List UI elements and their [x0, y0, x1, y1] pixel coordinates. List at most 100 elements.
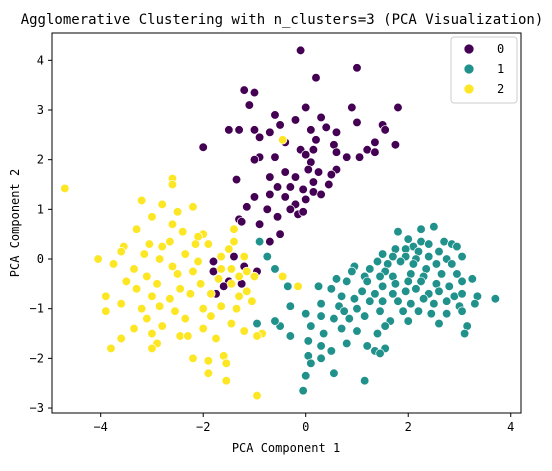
data-point-cluster-1 — [316, 341, 326, 351]
data-point-cluster-2 — [206, 289, 216, 299]
data-point-cluster-0 — [244, 100, 254, 110]
data-point-cluster-0 — [224, 125, 234, 135]
data-point-cluster-1 — [418, 294, 429, 304]
data-point-cluster-0 — [316, 189, 326, 200]
data-point-cluster-2 — [137, 195, 147, 206]
data-point-cluster-1 — [467, 274, 477, 284]
data-point-cluster-0 — [290, 172, 301, 182]
data-point-cluster-1 — [375, 306, 385, 316]
y-tick-label: 0 — [37, 252, 44, 266]
x-tick-label: 2 — [405, 420, 412, 434]
data-point-cluster-2 — [157, 199, 167, 210]
legend-label: 1 — [497, 62, 504, 76]
data-point-cluster-2 — [242, 286, 252, 296]
x-tick-label: 0 — [302, 420, 309, 434]
data-point-cluster-1 — [388, 289, 398, 299]
data-point-cluster-2 — [165, 236, 175, 247]
data-point-cluster-1 — [372, 256, 383, 267]
data-point-cluster-0 — [270, 152, 280, 162]
data-point-cluster-1 — [365, 296, 375, 306]
data-point-cluster-1 — [352, 304, 362, 314]
data-point-cluster-1 — [344, 313, 354, 324]
data-point-cluster-2 — [147, 291, 157, 301]
data-point-cluster-2 — [167, 219, 178, 229]
data-point-cluster-0 — [298, 207, 308, 217]
data-point-cluster-2 — [198, 304, 208, 314]
data-point-cluster-1 — [457, 276, 467, 287]
data-point-cluster-1 — [316, 353, 326, 364]
data-point-cluster-0 — [311, 135, 321, 145]
data-point-cluster-0 — [208, 256, 219, 267]
data-point-cluster-1 — [336, 323, 347, 334]
data-point-cluster-2 — [108, 259, 119, 269]
data-point-cluster-1 — [416, 236, 426, 247]
data-point-cluster-1 — [336, 291, 347, 301]
data-point-cluster-0 — [308, 177, 319, 187]
data-point-cluster-0 — [380, 125, 390, 135]
data-point-cluster-2 — [226, 279, 237, 289]
data-point-cluster-1 — [313, 281, 324, 291]
data-point-cluster-1 — [326, 284, 336, 294]
data-point-cluster-1 — [303, 336, 313, 346]
data-point-cluster-0 — [326, 169, 336, 180]
legend-marker — [463, 63, 475, 75]
data-point-cluster-1 — [424, 251, 434, 262]
data-point-cluster-1 — [447, 259, 457, 269]
data-point-cluster-2 — [93, 254, 103, 264]
data-point-cluster-1 — [388, 251, 398, 262]
data-point-cluster-2 — [172, 207, 183, 217]
data-point-cluster-1 — [490, 294, 501, 304]
data-point-cluster-2 — [206, 311, 216, 321]
data-point-cluster-0 — [354, 152, 365, 162]
data-point-cluster-0 — [262, 204, 272, 214]
data-point-cluster-1 — [434, 246, 444, 257]
data-point-cluster-2 — [116, 246, 126, 257]
data-point-cluster-1 — [413, 306, 424, 316]
data-point-cluster-1 — [347, 266, 357, 277]
data-point-cluster-2 — [224, 244, 234, 254]
data-point-cluster-1 — [434, 286, 444, 296]
data-point-cluster-2 — [178, 227, 188, 237]
data-point-cluster-2 — [116, 333, 126, 344]
data-point-cluster-2 — [216, 251, 226, 262]
legend-box — [450, 36, 518, 104]
data-point-cluster-2 — [152, 279, 162, 289]
data-point-cluster-0 — [239, 85, 249, 95]
data-point-cluster-0 — [308, 145, 319, 155]
data-point-cluster-1 — [365, 264, 375, 274]
data-point-cluster-0 — [324, 179, 334, 190]
y-tick-label: −3 — [30, 401, 44, 415]
data-point-cluster-2 — [116, 299, 126, 309]
data-point-cluster-1 — [426, 309, 436, 319]
data-point-cluster-0 — [301, 194, 311, 205]
data-point-cluster-2 — [188, 202, 198, 212]
data-point-cluster-1 — [329, 368, 339, 378]
data-point-cluster-0 — [265, 236, 275, 247]
data-point-cluster-0 — [290, 115, 301, 125]
data-point-cluster-1 — [452, 241, 462, 252]
data-point-cluster-1 — [306, 321, 316, 331]
data-point-cluster-2 — [188, 266, 198, 277]
data-point-cluster-0 — [306, 125, 316, 135]
chart-title: Agglomerative Clustering with n_clusters… — [21, 12, 544, 28]
data-point-cluster-0 — [298, 184, 308, 195]
data-point-cluster-1 — [375, 271, 385, 282]
data-point-cluster-2 — [175, 284, 185, 294]
data-point-cluster-2 — [229, 236, 239, 247]
data-point-cluster-2 — [172, 269, 183, 279]
data-point-cluster-0 — [285, 204, 295, 214]
data-point-cluster-2 — [278, 135, 288, 145]
data-point-cluster-2 — [183, 331, 193, 341]
data-point-cluster-1 — [457, 289, 467, 299]
data-point-cluster-1 — [429, 299, 439, 309]
y-tick-label: 4 — [37, 53, 44, 67]
legend: 0 1 2 — [450, 36, 518, 104]
y-tick-label: 2 — [37, 153, 44, 167]
data-point-cluster-0 — [265, 189, 275, 200]
data-point-cluster-2 — [60, 183, 70, 194]
data-point-cluster-1 — [452, 269, 462, 279]
data-point-cluster-2 — [101, 306, 111, 316]
data-point-cluster-1 — [408, 259, 419, 269]
